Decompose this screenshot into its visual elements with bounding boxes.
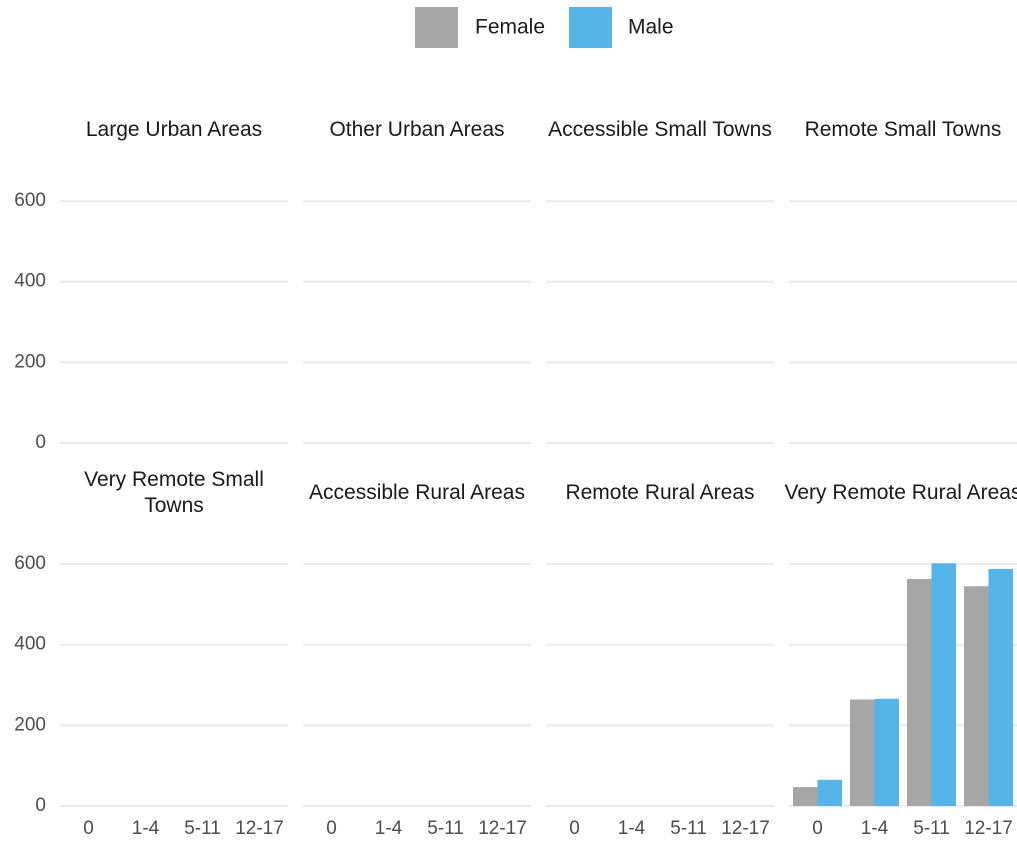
x-tick-label: 0 xyxy=(326,818,337,839)
panel-title: Remote Rural Areas xyxy=(565,481,755,504)
x-tick-label: 12-17 xyxy=(721,818,770,839)
x-tick-label: 12-17 xyxy=(478,818,527,839)
x-tick-label: 1-4 xyxy=(861,818,889,839)
x-tick-label: 5-11 xyxy=(913,818,950,839)
panel-title: Accessible Small Towns xyxy=(548,118,772,141)
x-tick-label: 0 xyxy=(569,818,580,839)
panel-title: Other Urban Areas xyxy=(329,118,505,141)
x-tick-label: 1-4 xyxy=(618,818,646,839)
y-tick-label: 400 xyxy=(14,271,46,292)
x-tick-label: 1-4 xyxy=(132,818,160,839)
y-tick-label: 600 xyxy=(14,553,46,574)
bar xyxy=(931,563,956,806)
x-tick-label: 1-4 xyxy=(375,818,403,839)
bar xyxy=(988,568,1013,806)
panel-title: Very Remote Rural Areas xyxy=(784,481,1017,504)
y-tick-label: 600 xyxy=(14,190,46,211)
panel-title: Large Urban Areas xyxy=(85,118,263,141)
bar xyxy=(907,579,932,806)
x-tick-label: 12-17 xyxy=(235,818,284,839)
panel-title: Very Remote Small Towns xyxy=(84,468,264,517)
panel-title: Accessible Rural Areas xyxy=(309,481,525,504)
bar xyxy=(964,586,989,806)
bar xyxy=(793,787,818,806)
legend-label: Female xyxy=(475,16,545,39)
x-tick-label: 5-11 xyxy=(184,818,221,839)
y-tick-label: 0 xyxy=(35,795,46,816)
legend-label: Male xyxy=(628,16,674,39)
x-tick-label: 5-11 xyxy=(670,818,707,839)
bar xyxy=(817,779,842,806)
x-tick-label: 0 xyxy=(812,818,823,839)
panel-title: Remote Small Towns xyxy=(804,118,1002,141)
legend-swatch xyxy=(415,7,458,48)
bar xyxy=(874,698,899,806)
y-tick-label: 200 xyxy=(14,351,46,372)
bar xyxy=(850,699,875,806)
x-tick-label: 0 xyxy=(83,818,94,839)
y-tick-label: 0 xyxy=(35,432,46,453)
x-tick-label: 5-11 xyxy=(427,818,464,839)
y-tick-label: 400 xyxy=(14,634,46,655)
y-tick-label: 200 xyxy=(14,714,46,735)
x-tick-label: 12-17 xyxy=(964,818,1013,839)
legend-swatch xyxy=(569,7,612,48)
